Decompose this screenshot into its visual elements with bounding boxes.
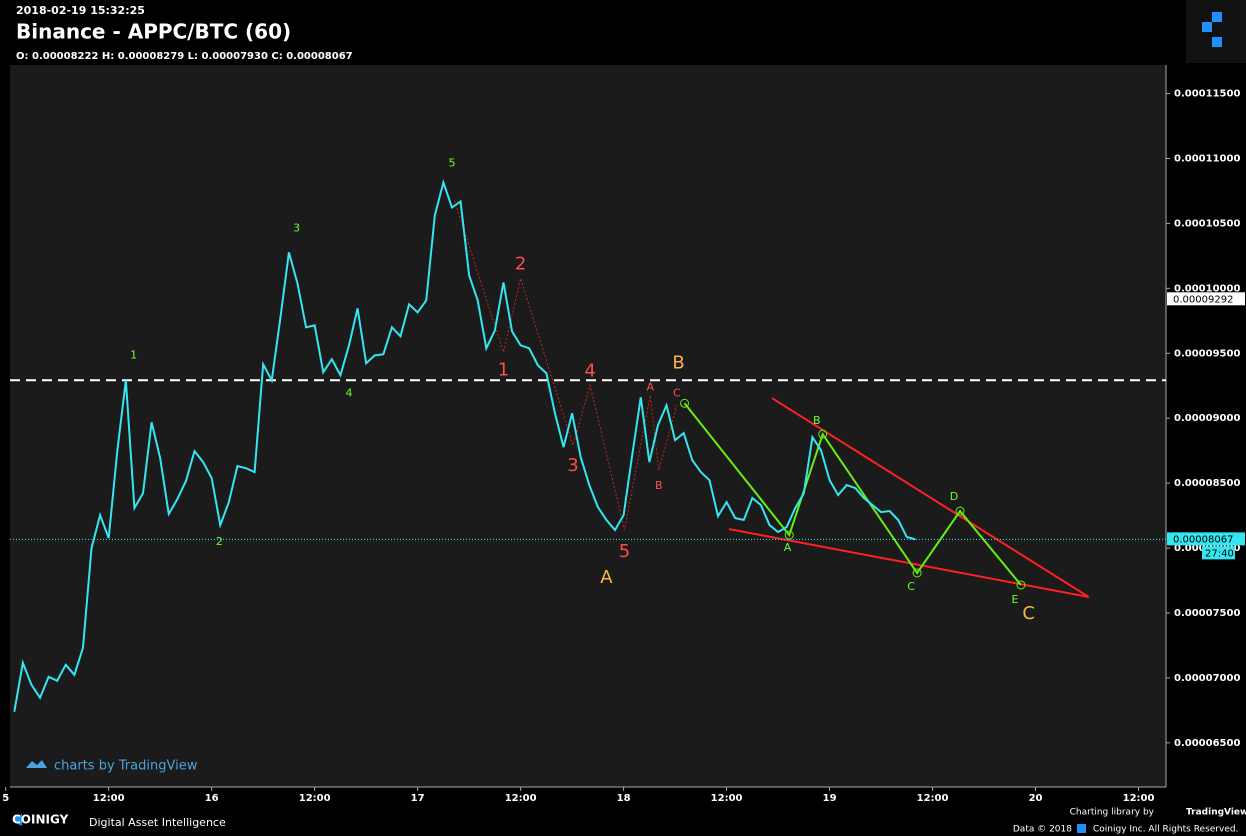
- y-tick-label: 0.00011000: [1174, 153, 1240, 164]
- x-tick-label: 16: [205, 793, 219, 804]
- ohlc: O: 0.00008222 H: 0.00008279 L: 0.0000793…: [16, 51, 353, 62]
- y-tick-label: 0.00009500: [1174, 348, 1240, 359]
- wave-label: B: [672, 352, 684, 373]
- wave-label: D: [950, 490, 958, 503]
- y-tick-label: 0.00006500: [1174, 738, 1240, 749]
- countdown: 27:40: [1205, 548, 1234, 559]
- wave-label: C: [907, 580, 915, 593]
- x-tick-label: 12:00: [505, 793, 537, 804]
- charting-by: Charting library by: [1070, 808, 1155, 818]
- drawing-point: [912, 568, 922, 578]
- y-tick-label: 0.00011500: [1174, 89, 1240, 100]
- last-price-label: 0.00008067: [1173, 534, 1233, 545]
- coinigy-small-icon: [1077, 824, 1086, 833]
- x-tick-label: 12:00: [711, 793, 743, 804]
- x-tick-label: 12:00: [299, 793, 331, 804]
- coinigy-icon: [14, 814, 22, 826]
- wave-label: 1: [498, 359, 509, 380]
- drawing-point: [1016, 580, 1026, 590]
- tv-icon: [26, 760, 47, 768]
- y-tick-label: 0.00010000: [1174, 283, 1240, 294]
- drawing-line: [728, 528, 1089, 599]
- wave-label: 2: [515, 253, 526, 274]
- x-tick-label: 17: [411, 793, 425, 804]
- wave-label: 3: [293, 221, 300, 234]
- x-tick-label: 19: [823, 793, 837, 804]
- drawing-point: [784, 530, 794, 540]
- wave-label: B: [655, 479, 663, 492]
- y-tick-label: 0.00010500: [1174, 218, 1240, 229]
- wave-label: 5: [619, 541, 630, 562]
- drawing-point: [680, 398, 690, 408]
- wave-label: E: [1011, 593, 1018, 606]
- logo: [1186, 0, 1246, 63]
- wave-label: C: [673, 386, 681, 399]
- drawing-point: [818, 429, 828, 439]
- wave-label: A: [600, 567, 613, 588]
- drawing-line: [454, 200, 678, 531]
- y-tick-label: 0.00008500: [1174, 478, 1240, 489]
- hline-price-box: [1167, 292, 1245, 306]
- wave-label: 1: [130, 348, 137, 361]
- x-tick-label: 12:00: [1123, 793, 1155, 804]
- price-line: [13, 179, 916, 712]
- wave-label: 4: [584, 360, 595, 381]
- data-year: Data © 2018: [1013, 825, 1072, 835]
- x-tick-label: 12:00: [917, 793, 949, 804]
- wave-label: A: [646, 380, 654, 393]
- y-tick-label: 0.00009000: [1174, 413, 1240, 424]
- drawing-line: [771, 397, 1090, 598]
- tv-badge[interactable]: charts by TradingView: [54, 759, 198, 774]
- wave-label: 2: [216, 535, 223, 548]
- wave-label: 4: [345, 386, 352, 399]
- y-tick-label: 0.00007000: [1174, 673, 1240, 684]
- wave-label: 5: [448, 157, 455, 170]
- tagline: Digital Asset Intelligence: [89, 816, 226, 829]
- wave-label: B: [813, 414, 821, 427]
- x-tick-label: 18: [617, 793, 631, 804]
- wave-label: A: [784, 541, 792, 554]
- y-tick-label: 0.00007500: [1174, 608, 1240, 619]
- rights: Coinigy Inc. All Rights Reserved.: [1093, 825, 1238, 835]
- drawing-point: [955, 506, 965, 516]
- x-tick-label: 12:00: [93, 793, 125, 804]
- brand: COINIGY: [12, 813, 69, 827]
- countdown-box: [1202, 546, 1235, 560]
- plot-area: [10, 65, 1166, 787]
- chart-title: Binance - APPC/BTC (60): [16, 20, 291, 44]
- x-tick-label: 5: [2, 793, 9, 804]
- last-price-box: [1167, 532, 1245, 546]
- wave-label: 3: [567, 455, 578, 476]
- wave-label: C: [1022, 603, 1035, 624]
- footer: [0, 808, 1246, 836]
- x-tick-label: 20: [1029, 793, 1043, 804]
- tv-name: TradingView: [1186, 808, 1246, 818]
- timestamp: 2018-02-19 15:32:25: [16, 4, 145, 17]
- hline-price-label: 0.00009292: [1173, 294, 1233, 305]
